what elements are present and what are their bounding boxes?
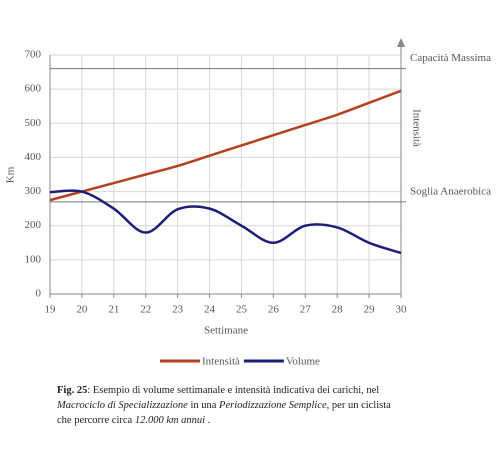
x-axis-label: Settimane bbox=[204, 325, 248, 337]
legend-label: Intensità bbox=[202, 356, 240, 368]
y-tick-label: 400 bbox=[25, 151, 42, 163]
y-tick-label: 100 bbox=[25, 253, 42, 265]
x-tick-label: 27 bbox=[300, 304, 312, 316]
y-axis-label: Km bbox=[5, 166, 17, 183]
x-tick-label: 29 bbox=[364, 304, 376, 316]
x-tick-label: 22 bbox=[140, 304, 151, 316]
x-tick-label: 20 bbox=[76, 304, 88, 316]
caption-part: Macrociclo di Specializzazione bbox=[57, 400, 188, 411]
caption-part: Fig. 25 bbox=[57, 385, 88, 396]
legend-label: Volume bbox=[286, 356, 320, 368]
x-tick-label: 24 bbox=[204, 304, 216, 316]
x-tick-label: 25 bbox=[236, 304, 248, 316]
reference-label: Capacità Massima bbox=[410, 52, 491, 64]
caption: Fig. 25: Esempio di volume settimanale e… bbox=[57, 383, 392, 428]
caption-part: in una bbox=[187, 400, 220, 411]
x-tick-label: 28 bbox=[332, 304, 344, 316]
x-tick-label: 21 bbox=[108, 304, 119, 316]
caption-part: Periodizzazione Semplice bbox=[219, 400, 327, 411]
caption-part: . bbox=[205, 415, 211, 426]
y-tick-label: 300 bbox=[25, 185, 42, 197]
chart: Settimane Km Intensità 0 100 200 300 400 500 6… bbox=[5, 38, 491, 368]
caption-part: , per un ciclista che percorre circa bbox=[57, 400, 391, 426]
y-tick-label: 500 bbox=[25, 117, 42, 129]
y2-axis-label: Intensità bbox=[410, 109, 422, 147]
y-tick-label: 200 bbox=[25, 219, 42, 231]
x-tick-label: 26 bbox=[268, 304, 280, 316]
series-line bbox=[49, 89, 402, 202]
y-tick-label: 0 bbox=[36, 288, 42, 300]
x-tick-label: 30 bbox=[396, 304, 408, 316]
y2-axis-arrow bbox=[397, 38, 405, 47]
x-tick-label: 23 bbox=[172, 304, 184, 316]
y-tick-label: 700 bbox=[25, 49, 42, 61]
series-line bbox=[49, 189, 402, 255]
reference-label: Soglia Anaerobica bbox=[410, 185, 491, 197]
caption-part: : Esempio di volume settimanale e intens… bbox=[87, 385, 380, 396]
y-tick-label: 600 bbox=[25, 83, 42, 95]
x-tick-label: 19 bbox=[45, 304, 57, 316]
caption-part: 12.000 km annui bbox=[134, 415, 206, 426]
